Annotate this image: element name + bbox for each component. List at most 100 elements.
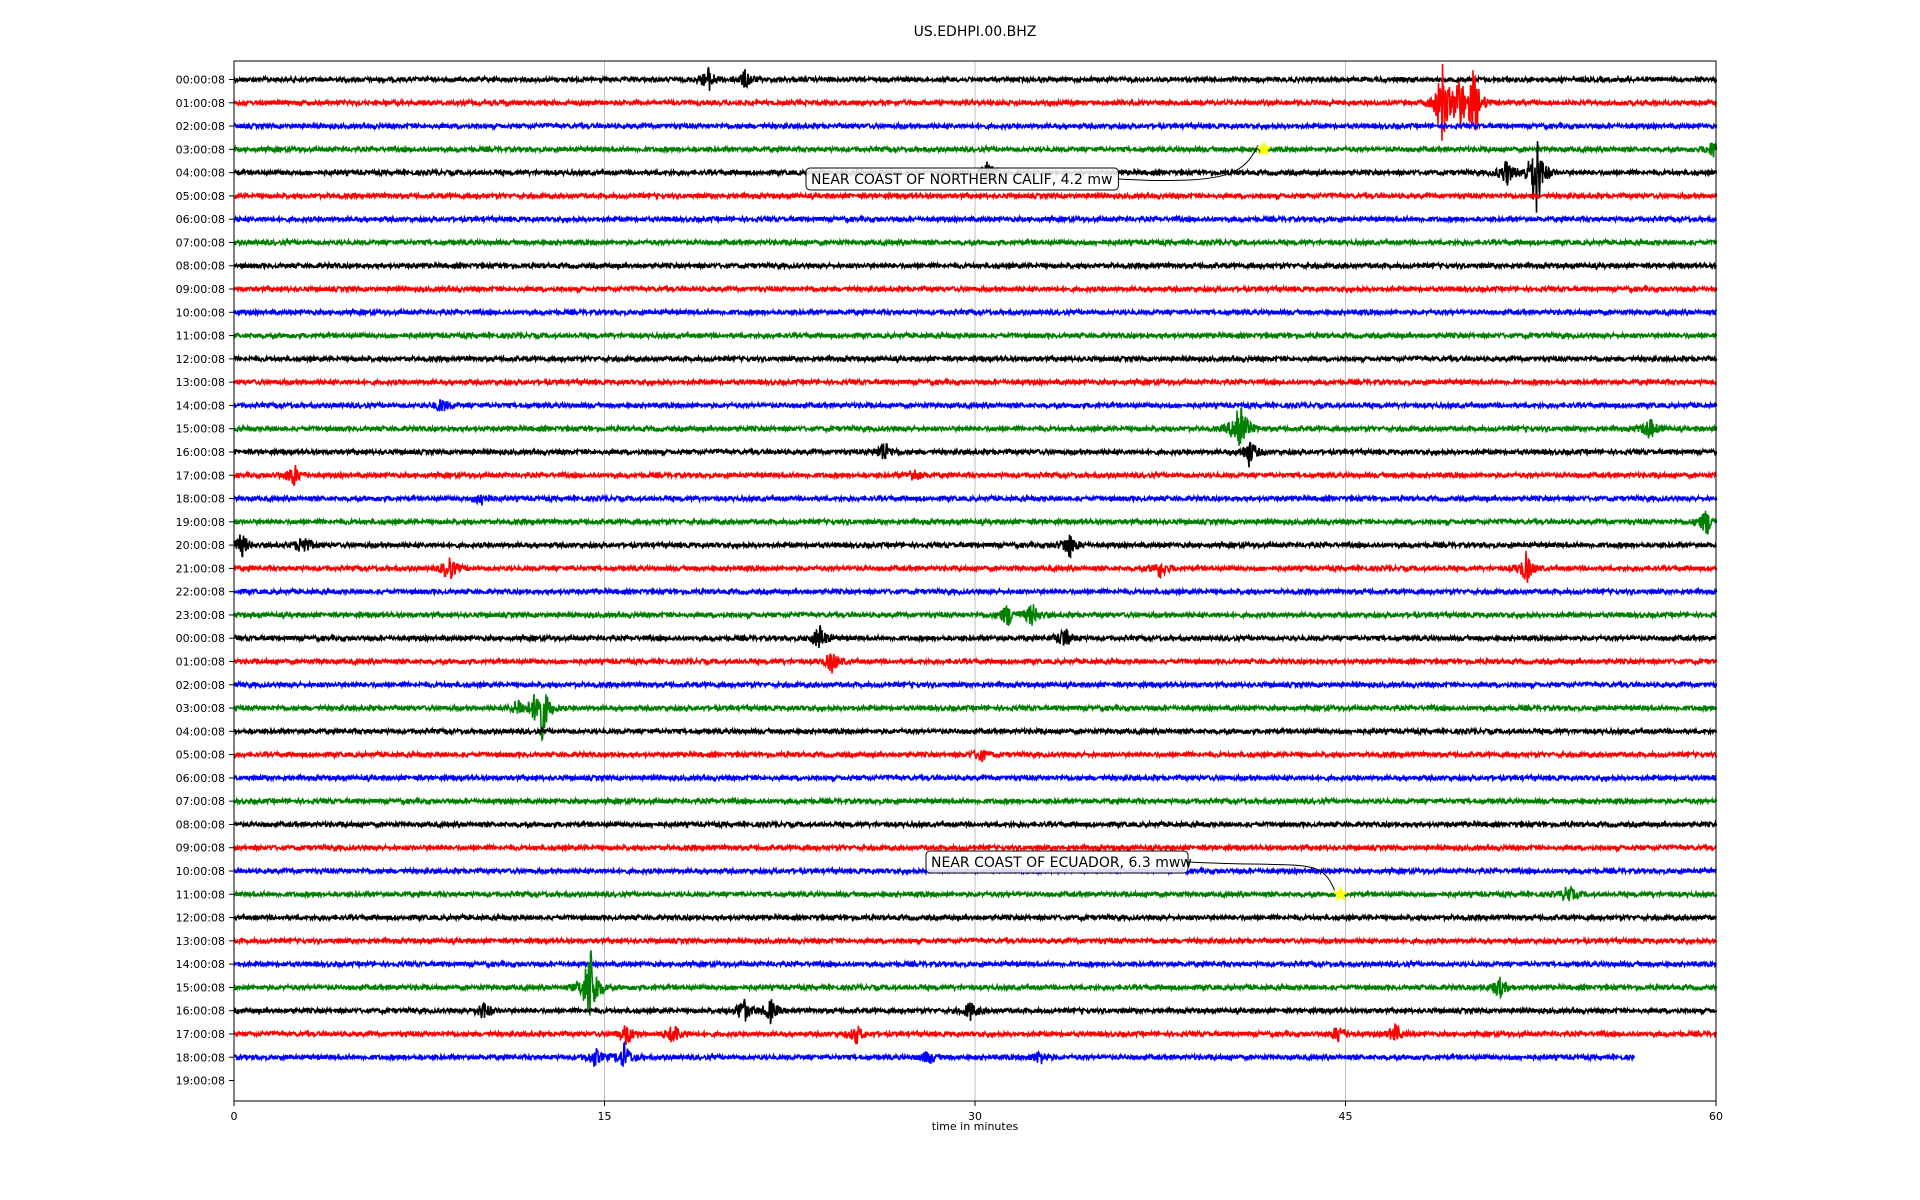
seismic-trace-31 (233, 795, 1718, 807)
row-time-label: 06:00:08 (176, 213, 225, 226)
seismic-trace-13 (233, 376, 1718, 388)
seismic-trace-2 (233, 120, 1718, 132)
chart-title: US.EDHPI.00.BHZ (914, 24, 1037, 40)
row-time-label: 18:00:08 (176, 1051, 225, 1064)
seismic-trace-6 (233, 213, 1718, 225)
seismic-trace-38 (233, 958, 1718, 970)
row-time-label: 10:00:08 (176, 306, 225, 319)
seismic-trace-25 (233, 653, 1718, 674)
row-time-label: 09:00:08 (176, 283, 225, 296)
row-time-label: 11:00:08 (176, 888, 225, 901)
trace-group (233, 63, 1718, 1067)
seismic-trace-33 (233, 842, 1717, 854)
seismic-trace-24 (233, 625, 1718, 649)
row-time-label: 12:00:08 (176, 353, 225, 366)
seismic-trace-5 (233, 190, 1718, 202)
seismic-trace-3 (233, 142, 1718, 158)
seismic-trace-20 (233, 534, 1718, 560)
row-time-label: 14:00:08 (176, 399, 225, 412)
row-time-label: 08:00:08 (176, 818, 225, 831)
row-time-label: 13:00:08 (176, 376, 225, 389)
row-time-label: 11:00:08 (176, 330, 225, 343)
row-time-label: 19:00:08 (176, 516, 225, 529)
event-star-marker (1255, 140, 1272, 157)
row-time-label: 04:00:08 (176, 725, 225, 738)
row-time-label: 00:00:08 (176, 632, 225, 645)
seismic-trace-18 (233, 493, 1718, 506)
seismic-trace-36 (233, 912, 1718, 923)
seismic-trace-11 (233, 330, 1718, 341)
seismic-trace-32 (233, 819, 1718, 830)
x-tick-label: 60 (1709, 1110, 1723, 1123)
seismic-trace-17 (233, 465, 1717, 487)
row-time-label: 15:00:08 (176, 981, 225, 994)
row-time-label: 19:00:08 (176, 1075, 225, 1088)
row-time-label: 01:00:08 (176, 97, 225, 110)
seismic-trace-28 (233, 726, 1718, 737)
row-time-label: 14:00:08 (176, 958, 225, 971)
seismic-trace-35 (233, 884, 1718, 902)
row-time-label: 01:00:08 (176, 656, 225, 669)
seismic-trace-1 (233, 63, 1718, 141)
x-tick-label: 45 (1339, 1110, 1353, 1123)
row-time-label: 12:00:08 (176, 912, 225, 925)
x-tick-label: 0 (231, 1110, 238, 1123)
row-time-label: 21:00:08 (176, 562, 225, 575)
seismic-trace-21 (233, 550, 1718, 583)
x-tick-label: 30 (968, 1110, 982, 1123)
row-time-label: 05:00:08 (176, 190, 225, 203)
row-time-label: 02:00:08 (176, 120, 225, 133)
seismic-trace-16 (233, 441, 1718, 468)
seismic-trace-23 (233, 604, 1718, 626)
seismic-trace-9 (233, 283, 1718, 295)
seismic-trace-41 (233, 1023, 1718, 1045)
row-time-label: 04:00:08 (176, 167, 225, 180)
seismic-trace-14 (233, 399, 1718, 412)
seismic-trace-40 (233, 998, 1718, 1025)
grid-lines (604, 61, 1346, 1101)
event-connector (1187, 861, 1336, 891)
x-tick-label: 15 (598, 1110, 612, 1123)
seismic-trace-15 (233, 407, 1718, 446)
event-label-box (805, 167, 1119, 191)
row-time-label: 20:00:08 (176, 539, 225, 552)
seismic-trace-27 (233, 694, 1718, 743)
event-annotation-group: NEAR COAST OF NORTHERN CALIF, 4.2 mw NEAR… (805, 140, 1349, 902)
row-time-label: 13:00:08 (176, 935, 225, 948)
row-time-label: 02:00:08 (176, 679, 225, 692)
row-time-label: 16:00:08 (176, 1005, 225, 1018)
row-time-label: 05:00:08 (176, 749, 225, 762)
x-tick-group: 0 15 30 45 60 (231, 1101, 1723, 1123)
seismic-trace-0 (233, 67, 1718, 92)
seismic-trace-19 (233, 510, 1718, 535)
row-time-label: 07:00:08 (176, 236, 225, 249)
event-label-box (925, 850, 1189, 874)
x-axis-label: time in minutes (932, 1120, 1019, 1133)
row-time-label: 06:00:08 (176, 772, 225, 785)
row-time-label: 22:00:08 (176, 586, 225, 599)
row-time-label: 03:00:08 (176, 143, 225, 156)
seismic-trace-29 (233, 749, 1718, 763)
row-time-label: 17:00:08 (176, 469, 225, 482)
seismic-trace-37 (233, 935, 1718, 947)
seismic-trace-22 (233, 586, 1718, 597)
row-time-label: 16:00:08 (176, 446, 225, 459)
row-time-label: 07:00:08 (176, 795, 225, 808)
seismic-trace-30 (233, 772, 1717, 784)
seismic-trace-12 (233, 353, 1718, 365)
event-label-text: NEAR COAST OF ECUADOR, 6.3 mww (931, 855, 1192, 871)
seismic-trace-39 (233, 950, 1718, 1016)
seismic-trace-8 (233, 260, 1718, 272)
event-connector (1118, 145, 1259, 181)
row-time-label: 03:00:08 (176, 702, 225, 715)
row-time-label: 15:00:08 (176, 423, 225, 436)
row-time-label: 17:00:08 (176, 1028, 225, 1041)
row-time-label: 00:00:08 (176, 74, 225, 87)
row-time-label: 08:00:08 (176, 260, 225, 273)
event-star-marker (1332, 885, 1349, 902)
row-time-label: 23:00:08 (176, 609, 225, 622)
seismic-trace-26 (233, 679, 1718, 691)
seismic-trace-10 (233, 306, 1718, 318)
row-time-label: 10:00:08 (176, 865, 225, 878)
